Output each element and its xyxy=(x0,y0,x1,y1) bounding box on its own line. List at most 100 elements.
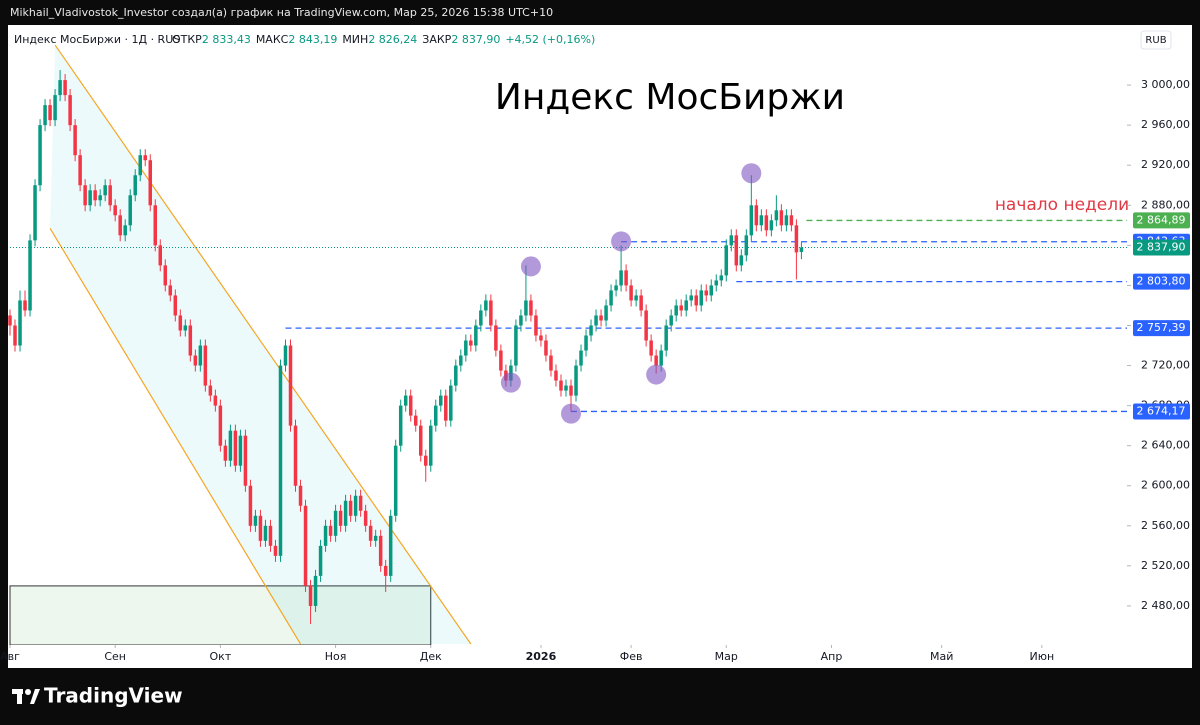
channel-line xyxy=(49,228,302,645)
candle-body xyxy=(749,205,754,236)
field-label: ОТКР xyxy=(172,33,202,46)
candle-body xyxy=(148,160,153,206)
candle-body xyxy=(689,295,693,301)
candle-body xyxy=(639,295,643,311)
candle-body xyxy=(388,515,393,576)
candle-body xyxy=(789,215,794,226)
y-tick-label: 2 880,00 xyxy=(1141,198,1190,211)
candle-body xyxy=(664,325,668,351)
candle-body xyxy=(759,215,764,226)
brand-logo xyxy=(12,689,40,704)
candle-body xyxy=(198,345,203,366)
candle-body xyxy=(579,350,583,366)
candle-body xyxy=(649,340,653,356)
candle-body xyxy=(729,235,734,246)
x-tick-label: Авг xyxy=(0,650,20,663)
candle-body xyxy=(714,280,719,286)
candle-body xyxy=(93,190,97,201)
candle-body xyxy=(484,300,488,311)
candle-body xyxy=(784,215,789,226)
plot xyxy=(8,44,1127,645)
candle-body xyxy=(594,315,598,326)
candle-body xyxy=(348,500,353,516)
price-badge-label: 2 674,17 xyxy=(1137,404,1186,417)
candle-body xyxy=(459,355,463,366)
candle-body xyxy=(98,195,102,201)
candle-body xyxy=(524,300,528,316)
candle-body xyxy=(744,235,749,256)
marker xyxy=(520,256,541,277)
candle-body xyxy=(133,175,137,196)
attribution: Mikhail_Vladivostok_Investor создал(а) г… xyxy=(10,6,553,19)
candle-body xyxy=(303,505,308,586)
candle-body xyxy=(444,395,448,421)
candle-body xyxy=(253,515,258,526)
y-tick-label: 2 640,00 xyxy=(1141,439,1190,452)
x-tick-label: 2026 xyxy=(526,650,557,663)
price-badge xyxy=(1133,212,1190,229)
candle-body xyxy=(539,335,543,341)
price-badge xyxy=(1133,403,1190,420)
candle-body xyxy=(569,385,573,396)
candle-body xyxy=(43,105,47,126)
candle-body xyxy=(624,270,628,286)
price-badge xyxy=(1133,273,1190,290)
field-label: МИН xyxy=(342,33,368,46)
candle-body xyxy=(764,215,769,231)
candle-body xyxy=(739,255,744,266)
candle-body xyxy=(63,80,67,96)
price-badge xyxy=(1133,239,1190,256)
x-tick-label: Июн xyxy=(1030,650,1055,663)
candle-body xyxy=(779,210,784,226)
candle-body xyxy=(799,247,804,252)
candle-body xyxy=(123,225,127,236)
candle-body xyxy=(654,355,658,366)
candle-body xyxy=(313,575,318,606)
field-label: МАКС xyxy=(256,33,289,46)
candle-body xyxy=(734,235,739,266)
candle-body xyxy=(619,270,623,286)
candle-body xyxy=(13,325,17,346)
candle-body xyxy=(719,275,724,281)
candle-body xyxy=(88,190,92,206)
candle-body xyxy=(704,290,708,296)
candle-body xyxy=(754,205,759,226)
candle-body xyxy=(794,225,799,253)
candle-body xyxy=(574,365,578,396)
marker xyxy=(741,163,762,184)
candle-body xyxy=(233,430,238,466)
candle-body xyxy=(273,545,278,556)
candle-body xyxy=(373,535,378,541)
candle-body xyxy=(23,300,27,311)
candle-body xyxy=(78,155,82,186)
y-tick-label: 3 000,00 xyxy=(1141,78,1190,91)
candle-body xyxy=(659,350,663,366)
candle-body xyxy=(333,510,338,536)
candle-body xyxy=(724,245,729,276)
candle-body xyxy=(604,305,608,321)
candle-body xyxy=(774,210,779,221)
price-badge-label: 2 864,89 xyxy=(1137,213,1186,226)
candle-body xyxy=(554,370,558,381)
candle-body xyxy=(268,525,273,546)
ohlc-header: ОТКР2 833,43 МАКС2 843,19 МИН2 826,24 ЗАКР2… xyxy=(172,33,595,46)
candle-body xyxy=(183,325,188,331)
header: Индекс МосБиржи · 1Д · RUS xyxy=(14,33,180,46)
marker xyxy=(561,403,582,424)
candle-body xyxy=(238,435,243,466)
candle-body xyxy=(308,585,313,606)
candle-body xyxy=(408,395,413,416)
candle-body xyxy=(143,155,147,161)
y-tick-label: 2 920,00 xyxy=(1141,158,1190,171)
candle-body xyxy=(449,385,453,421)
candle-body xyxy=(168,285,173,296)
candle-body xyxy=(679,305,683,311)
candle-body xyxy=(323,525,328,546)
candle-body xyxy=(363,510,368,526)
candle-body xyxy=(423,455,428,466)
candle-body xyxy=(439,395,443,406)
candle-body xyxy=(454,365,458,386)
candle-body xyxy=(28,240,32,311)
candle-body xyxy=(383,565,388,576)
candle-body xyxy=(358,495,363,511)
